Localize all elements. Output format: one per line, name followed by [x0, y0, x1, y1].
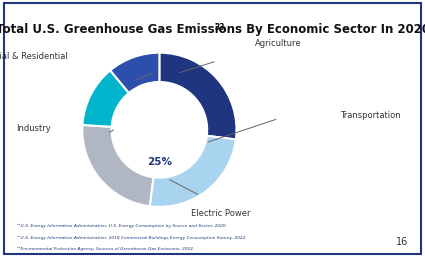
- Wedge shape: [82, 70, 129, 127]
- Wedge shape: [159, 53, 236, 140]
- Text: 16: 16: [396, 237, 408, 247]
- Text: 24%: 24%: [118, 129, 143, 139]
- Text: ³¹U.S. Energy Information Administration, U.S. Energy Consumption by Source and : ³¹U.S. Energy Information Administration…: [17, 224, 227, 228]
- Text: Agriculture: Agriculture: [255, 39, 302, 48]
- Text: 25%: 25%: [147, 157, 172, 167]
- Text: 27%: 27%: [168, 136, 193, 146]
- Text: Electric Power: Electric Power: [191, 209, 251, 218]
- Wedge shape: [110, 53, 159, 93]
- Text: Industry: Industry: [16, 124, 51, 133]
- Text: 13%: 13%: [130, 96, 155, 105]
- Text: 33: 33: [215, 23, 225, 32]
- Text: ³³Environmental Protection Agency, Sources of Greenhouse Gas Emissions, 2022.: ³³Environmental Protection Agency, Sourc…: [17, 247, 194, 251]
- Text: ³²U.S. Energy Information Administration, 2018 Commercial Buildings Energy Consu: ³²U.S. Energy Information Administration…: [17, 235, 247, 240]
- Text: 11%: 11%: [162, 94, 187, 104]
- Text: Total U.S. Greenhouse Gas Emissions By Economic Sector In 2020: Total U.S. Greenhouse Gas Emissions By E…: [0, 23, 425, 36]
- Wedge shape: [82, 125, 153, 206]
- Wedge shape: [150, 136, 236, 207]
- Text: Commercial & Residential: Commercial & Residential: [0, 52, 68, 61]
- Text: Transportation: Transportation: [340, 111, 401, 120]
